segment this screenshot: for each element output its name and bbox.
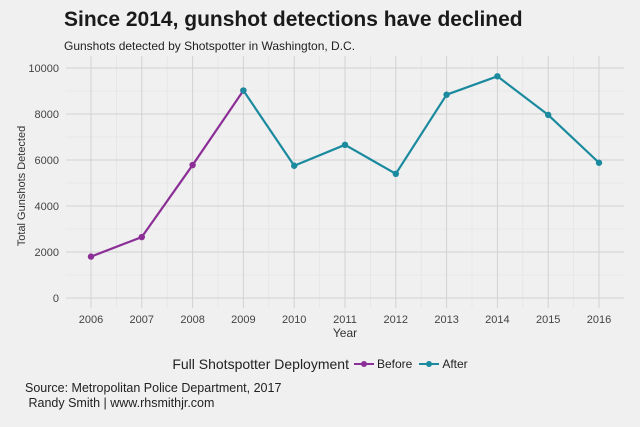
series-line-after — [242, 75, 600, 175]
legend-label-after: After — [442, 357, 468, 371]
x-tick-label: 2010 — [282, 314, 306, 326]
y-tick-label: 6000 — [35, 155, 59, 167]
x-tick-label: 2011 — [333, 314, 357, 326]
legend-item-before: Before — [353, 357, 412, 371]
legend: Full Shotspotter Deployment Before After — [0, 356, 640, 372]
x-tick-label: 2008 — [180, 314, 204, 326]
data-point-after — [291, 162, 298, 169]
y-tick-label: 2000 — [35, 247, 59, 259]
legend-swatch-after — [419, 361, 440, 367]
data-point-after — [240, 87, 247, 94]
data-point-before — [87, 253, 95, 260]
series-line-before — [90, 89, 245, 258]
series-points — [87, 73, 603, 260]
legend-label-before: Before — [376, 357, 413, 371]
x-axis-label: Year — [333, 326, 357, 340]
source-caption: Source: Metropolitan Police Department, … — [25, 381, 281, 411]
major-gridlines — [66, 56, 624, 308]
y-axis-ticks: 0 2000 4000 6000 8000 10000 — [28, 63, 59, 305]
x-tick-label: 2013 — [434, 314, 458, 326]
data-point-after — [545, 111, 552, 119]
series-lines — [90, 75, 600, 258]
y-tick-label: 8000 — [35, 109, 59, 121]
y-tick-label: 0 — [53, 293, 59, 305]
data-point-after — [443, 91, 450, 98]
x-tick-label: 2006 — [79, 314, 103, 326]
y-tick-label: 4000 — [35, 201, 59, 213]
x-tick-label: 2012 — [384, 314, 408, 326]
data-point-before — [189, 161, 196, 169]
legend-item-after: After — [418, 357, 468, 371]
x-tick-label: 2007 — [130, 314, 154, 326]
y-tick-label: 10000 — [28, 63, 59, 75]
y-axis-label: Total Gunshots Detected — [16, 126, 28, 246]
x-tick-label: 2015 — [536, 314, 560, 326]
chart-subtitle: Gunshots detected by Shotspotter in Wash… — [64, 39, 356, 53]
x-tick-label: 2009 — [231, 314, 255, 326]
data-point-before — [138, 233, 145, 241]
x-axis-ticks: 2006 2007 2008 2009 2010 2011 2012 2013 2014 2015… — [79, 314, 611, 326]
legend-title: Full Shotspotter Deployment — [172, 356, 349, 372]
x-tick-label: 2014 — [485, 314, 509, 326]
chart-title: Since 2014, gunshot detections have decl… — [64, 8, 523, 31]
x-tick-label: 2016 — [587, 314, 611, 326]
source-line: Source: Metropolitan Police Department, … — [25, 381, 282, 395]
data-point-after — [595, 159, 603, 166]
author-line: Randy Smith | www.rhsmithjr.com — [25, 396, 215, 410]
data-point-after — [494, 73, 501, 80]
legend-swatch-before — [353, 361, 374, 367]
data-point-after — [392, 170, 399, 177]
data-point-after — [341, 141, 349, 149]
